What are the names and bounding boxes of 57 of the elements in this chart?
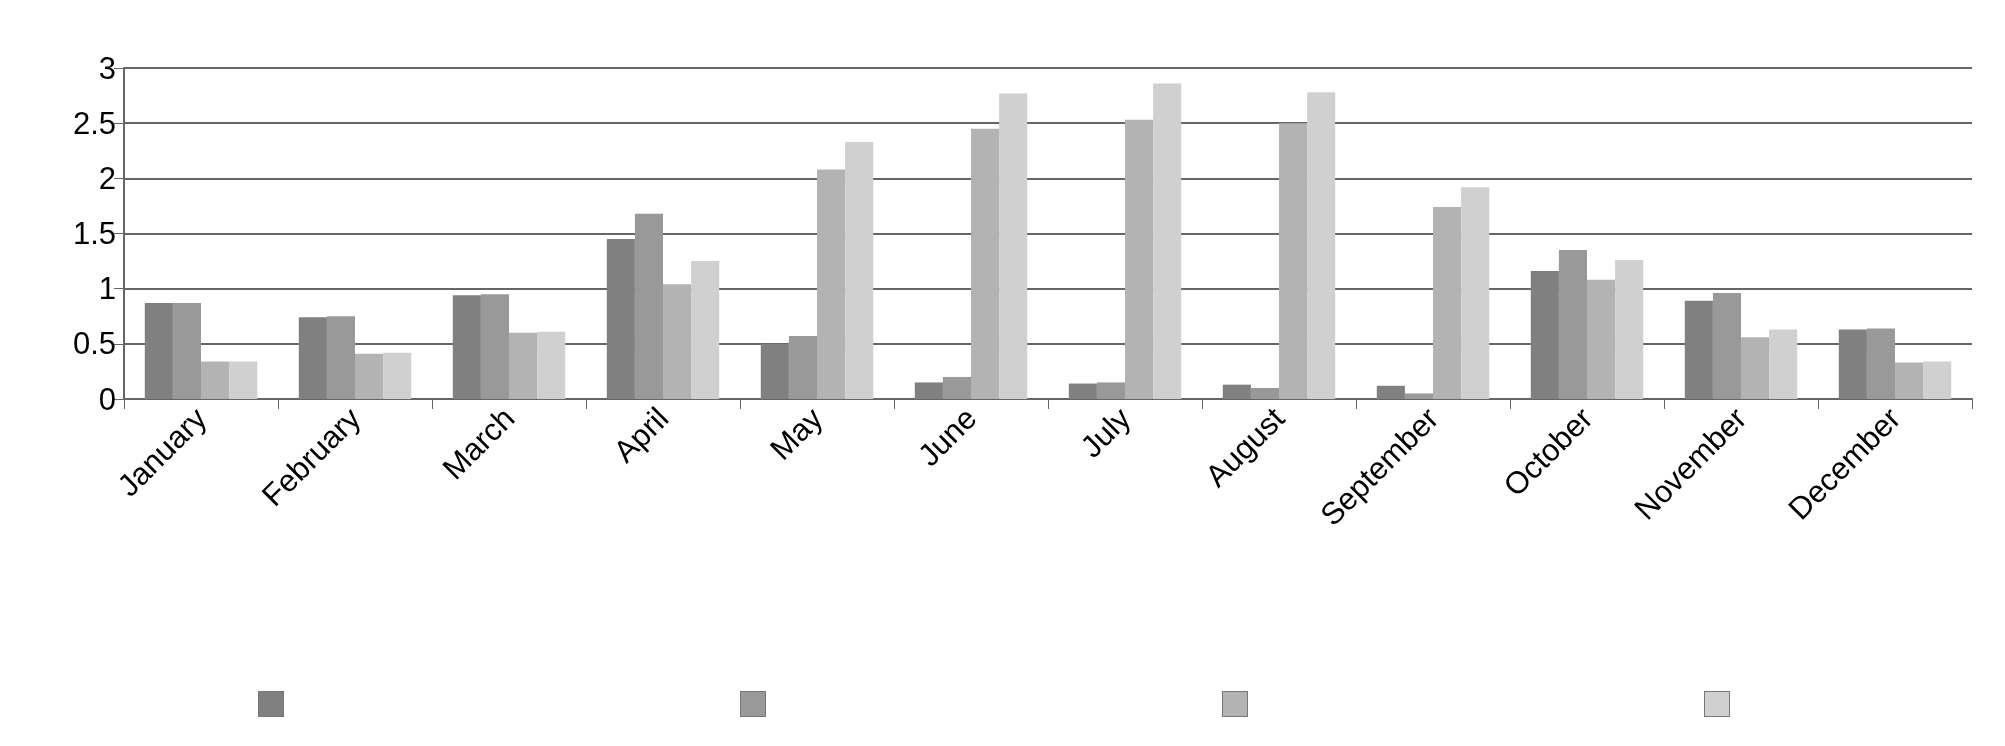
bar [1307,92,1336,399]
bar [1558,250,1587,399]
bar [817,169,846,399]
bar [760,343,789,399]
bar [326,316,355,399]
bar [383,352,412,399]
bar [691,261,720,399]
bar [201,361,230,399]
bar [229,361,258,399]
bar [1153,83,1182,399]
bar [1838,329,1867,399]
y-tick-label: 2.5 [72,105,116,141]
bar [788,336,817,399]
bar [606,239,635,399]
bar [1712,293,1741,399]
bar [1376,385,1405,399]
y-tick-label: 0 [98,381,116,417]
bar [537,331,566,399]
y-tick-label: 0.5 [72,326,116,362]
bar [1068,383,1097,399]
y-tick-label: 1.5 [72,216,116,251]
bar [942,376,971,399]
bar [1404,393,1433,399]
x-tick-label: May [763,400,830,467]
bar [1530,271,1559,399]
bar [1866,328,1895,399]
bar [914,382,943,399]
y-tick-label: 2 [98,160,116,196]
y-tick-label: 1 [98,271,116,307]
bar [1923,361,1952,399]
bar [144,303,173,399]
bar [1741,337,1770,399]
bar [634,213,663,399]
bar [1250,387,1279,399]
bar [480,294,509,399]
bar [298,317,327,399]
bar [999,93,1028,399]
bar [1125,119,1154,399]
bar [1433,207,1462,399]
bar [1461,187,1490,399]
bar [1684,300,1713,399]
bar [663,284,692,399]
bar [509,332,538,399]
bar [1769,329,1798,399]
x-tick-label: July [1073,400,1138,465]
bar [845,141,874,399]
bar [1096,382,1125,399]
y-tick-label: 3 [98,50,116,86]
bar [1587,279,1616,399]
bar [172,303,201,399]
bar [1615,259,1644,399]
bar [1279,123,1308,399]
bar [355,353,384,399]
bar [971,128,1000,399]
bar [1895,362,1924,399]
bar [452,295,481,399]
bar [1222,384,1251,399]
